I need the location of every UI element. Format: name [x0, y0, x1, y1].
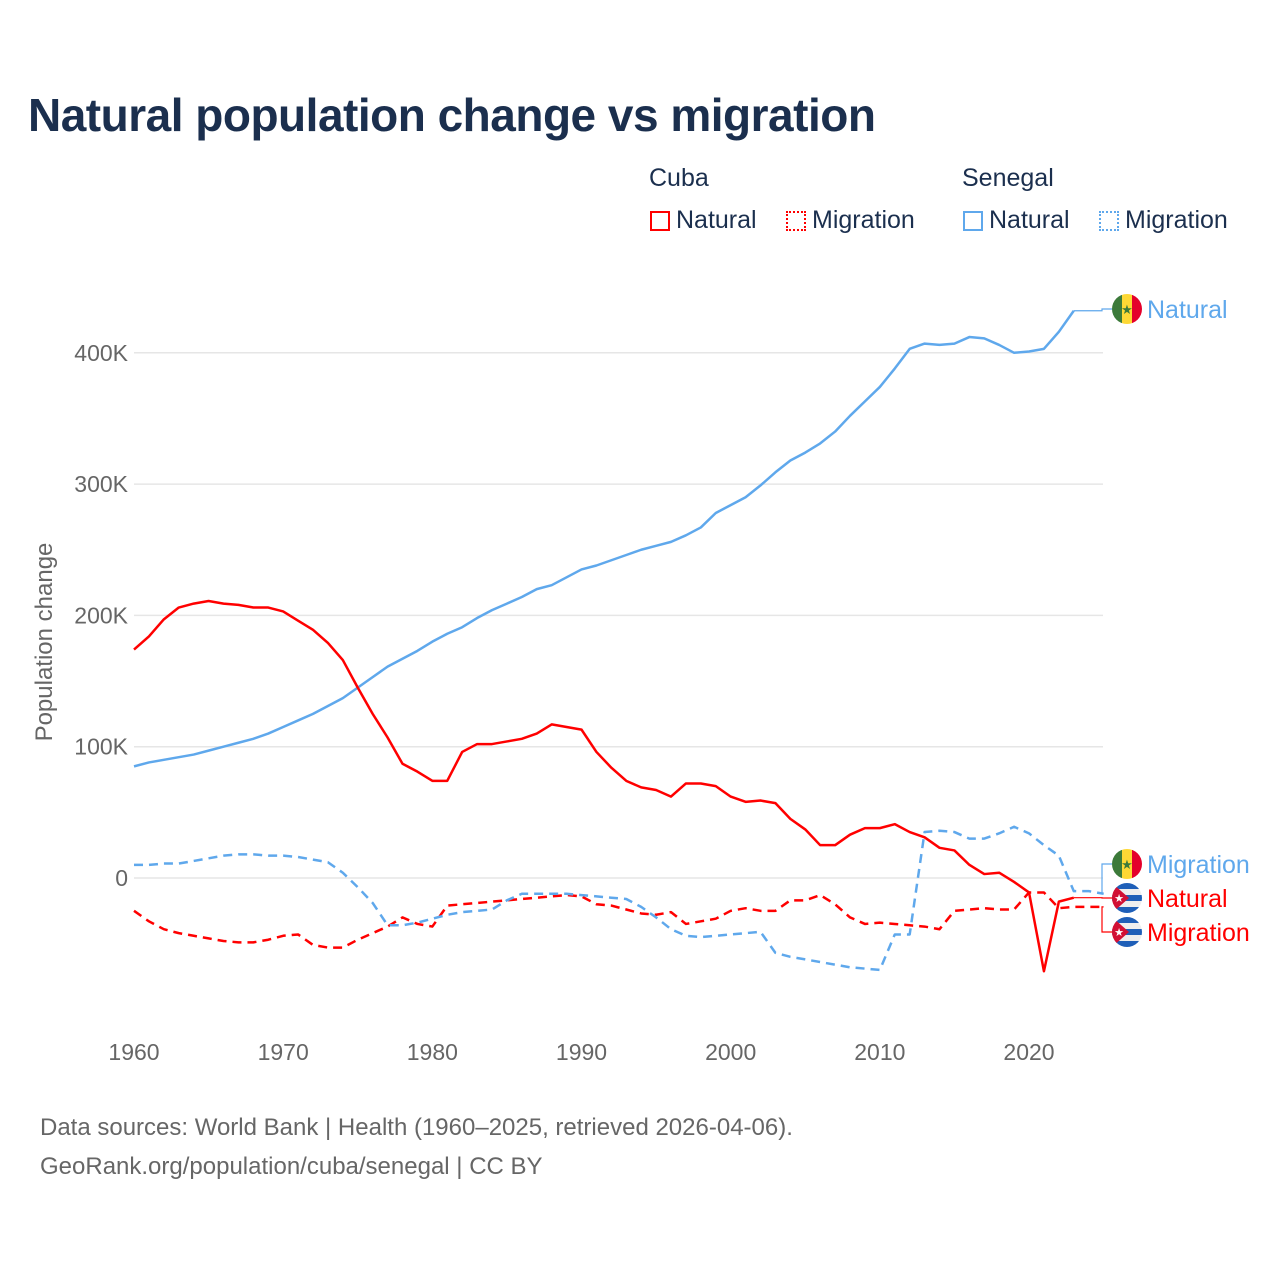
series-line-senegal-migration[interactable] [134, 825, 1104, 972]
legend-cuba-migration[interactable]: Migration [786, 206, 915, 235]
x-tick-label: 1980 [407, 1039, 458, 1065]
y-axis-label: Population change [31, 543, 58, 742]
legend-swatch-dotted [786, 210, 806, 231]
svg-text:★: ★ [1121, 302, 1133, 317]
series-line-senegal-natural[interactable] [133, 310, 1075, 768]
legend-swatch-solid [963, 210, 983, 231]
x-tick-label: 1970 [258, 1039, 309, 1065]
source-line-1: Data sources: World Bank | Health (1960–… [40, 1114, 793, 1141]
senegal-flag-icon: ★ [1112, 294, 1142, 324]
label-connector [1101, 906, 1112, 933]
legend-label: Migration [812, 206, 915, 234]
label-connector [1073, 308, 1112, 312]
series-end-label: Migration [1147, 851, 1250, 879]
legend-cuba-natural[interactable]: Natural [650, 206, 757, 235]
chart-title: Natural population change vs migration [28, 89, 876, 141]
x-tick-label: 2010 [854, 1039, 905, 1065]
x-tick-label: 2020 [1003, 1039, 1054, 1065]
legend-senegal-migration[interactable]: Migration [1099, 206, 1228, 235]
x-tick-label: 1990 [556, 1039, 607, 1065]
legend-group-senegal: Senegal [962, 164, 1054, 192]
series-end-label: Natural [1147, 296, 1228, 324]
legend-label: Natural [989, 206, 1070, 234]
senegal-flag-icon: ★ [1112, 849, 1142, 879]
series-line-cuba-migration[interactable] [133, 891, 1104, 949]
legend-swatch-solid [650, 210, 670, 231]
svg-text:★: ★ [1114, 893, 1124, 905]
legend-label: Migration [1125, 206, 1228, 234]
series-end-label: Natural [1147, 885, 1228, 913]
legend-swatch-dotted [1099, 210, 1119, 231]
y-tick-label: 400K [74, 340, 128, 366]
source-line-2[interactable]: GeoRank.org/population/cuba/senegal | CC… [40, 1153, 543, 1180]
series-line-cuba-natural[interactable] [133, 599, 1075, 973]
legend-senegal-natural[interactable]: Natural [963, 206, 1070, 235]
series-end-label: Migration [1147, 919, 1250, 947]
svg-text:★: ★ [1121, 857, 1133, 872]
cuba-flag-icon: ★ [1112, 883, 1142, 913]
y-tick-label: 300K [74, 471, 128, 497]
y-tick-label: 0 [115, 865, 128, 891]
y-tick-label: 200K [74, 602, 128, 628]
label-connector [1101, 863, 1112, 895]
svg-text:★: ★ [1114, 927, 1124, 939]
legend-group-cuba: Cuba [649, 164, 709, 192]
x-tick-label: 2000 [705, 1039, 756, 1065]
legend-label: Natural [676, 206, 757, 234]
cuba-flag-icon: ★ [1112, 917, 1142, 947]
x-tick-label: 1960 [108, 1039, 159, 1065]
y-tick-label: 100K [74, 734, 128, 760]
source-note: Data sources: World Bank | Health (1960–… [40, 1108, 793, 1186]
